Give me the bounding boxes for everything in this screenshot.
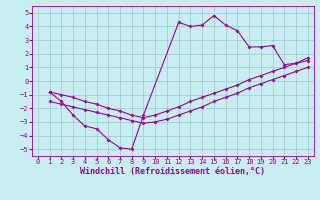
X-axis label: Windchill (Refroidissement éolien,°C): Windchill (Refroidissement éolien,°C) [80, 167, 265, 176]
